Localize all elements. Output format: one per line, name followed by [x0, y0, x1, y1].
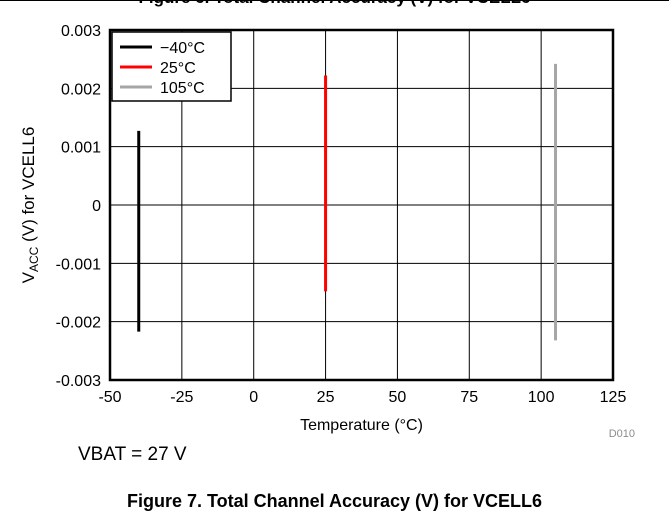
figure-code-label: D010 [609, 428, 635, 440]
axis-tick-labels: -50 -25 0 25 50 75 100 125 -0.003 -0.002 -0.001 0 0.… [56, 23, 627, 406]
y-axis-label-subscript: ACC [27, 246, 41, 272]
x-tick-label: 125 [600, 389, 627, 406]
legend-label: −40°C [160, 40, 205, 57]
y-tick-label: -0.002 [56, 315, 101, 332]
legend-label: 25°C [160, 60, 196, 77]
legend-label: 105°C [160, 80, 205, 97]
previous-figure-title: Figure 6. Total Channel Accuracy (V) for… [0, 0, 669, 8]
y-tick-label: 0.001 [61, 140, 101, 157]
condition-note: VBAT = 27 V [78, 444, 187, 465]
y-axis-label: VACC (V) for VCELL6 [19, 127, 41, 284]
x-tick-label: -25 [170, 389, 193, 406]
y-tick-label: 0 [92, 198, 101, 215]
x-tick-label: 75 [460, 389, 478, 406]
top-rule [0, 0, 669, 1]
x-axis-label: Temperature (°C) [300, 417, 423, 434]
y-axis-label-main: V [19, 271, 38, 283]
y-tick-label: -0.001 [56, 256, 101, 273]
x-tick-label: 25 [317, 389, 335, 406]
x-tick-label: -50 [98, 389, 121, 406]
y-axis-label-rest: (V) for VCELL6 [19, 127, 38, 247]
plot-frame [108, 28, 615, 382]
y-tick-label: 0.002 [61, 81, 101, 98]
y-tick-label: 0.003 [61, 23, 101, 40]
x-tick-label: 50 [389, 389, 407, 406]
figure-caption: Figure 7. Total Channel Accuracy (V) for… [126, 491, 543, 511]
x-tick-label: 0 [249, 389, 258, 406]
legend: −40°C 25°C 105°C [111, 31, 232, 102]
data-series [137, 63, 558, 341]
y-tick-label: -0.003 [56, 373, 101, 390]
x-tick-label: 100 [528, 389, 555, 406]
